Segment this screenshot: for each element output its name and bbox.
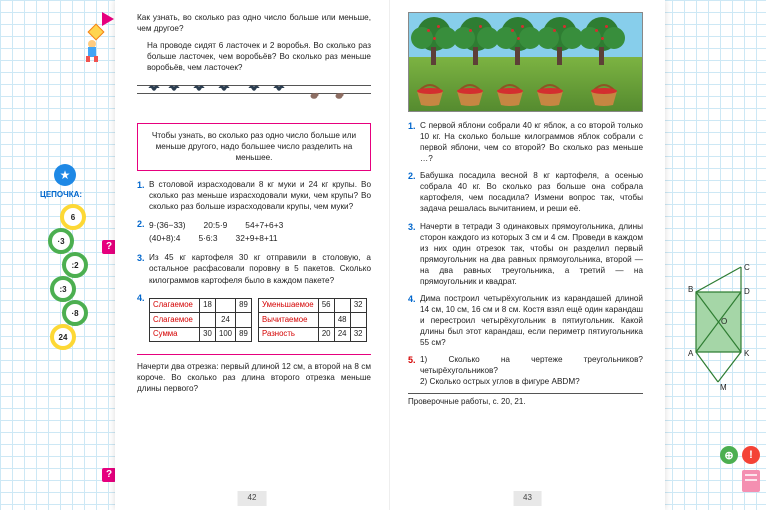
svg-text:D: D: [744, 287, 750, 296]
task-1: 1. В столовой израсходовали 8 кг муки и …: [137, 179, 371, 212]
right-margin: C B D O A K M ⊕ !: [666, 0, 766, 510]
divider: [408, 393, 643, 394]
task-r1: 1.С первой яблони собрали 40 кг яблок, а…: [408, 120, 643, 164]
table-b: Уменьшаемое5632 Вычитаемое48 Разность202…: [258, 298, 367, 343]
margin-icons: ⊕ !: [720, 446, 760, 492]
expr: (40+8):4: [149, 233, 180, 244]
question-icon: ?: [102, 468, 116, 482]
svg-text:A: A: [688, 349, 694, 358]
gear: :2: [62, 252, 88, 278]
task-5: Начерти два отрезка: первый длиной 12 см…: [137, 361, 371, 394]
globe-icon: ⊕: [720, 446, 738, 464]
task-number: 3.: [408, 221, 420, 287]
expr: 54+7+6+3: [245, 220, 283, 231]
chain-label: ЦЕПОЧКА:: [40, 190, 82, 199]
task-text: Бабушка посадила весной 8 кг картофеля, …: [420, 170, 643, 214]
page-number: 42: [238, 491, 267, 506]
task-r4: 4.Дима построил четырёхугольник из каран…: [408, 293, 643, 348]
task-r2: 2.Бабушка посадила весной 8 кг картофеля…: [408, 170, 643, 214]
svg-text:O: O: [721, 317, 727, 326]
task-r5: 5.1) Сколько на чертеже треугольников? ч…: [408, 354, 643, 387]
svg-text:K: K: [744, 349, 750, 358]
gear: 6: [60, 204, 86, 230]
gear: :3: [50, 276, 76, 302]
task-number: 2.: [408, 170, 420, 214]
question-icon: ?: [102, 240, 116, 254]
task-text: В столовой израсходовали 8 кг муки и 24 …: [149, 179, 371, 212]
child-icon: [78, 36, 106, 64]
task-text: Начерти в тетради 3 одинаковых прямоугол…: [420, 221, 643, 287]
task-number: 5.: [408, 354, 420, 387]
divider: [137, 354, 371, 355]
page-43: 1.С первой яблони собрали 40 кг яблок, а…: [390, 0, 665, 510]
geometry-figure: C B D O A K M: [686, 262, 756, 402]
task-text: Из 45 кг картофеля 30 кг отправили в сто…: [149, 252, 371, 285]
book-spread: Как узнать, во сколько раз одно число бо…: [115, 0, 665, 510]
footer-ref: Проверочные работы, с. 20, 21.: [408, 397, 643, 408]
gear: 24: [50, 324, 76, 350]
gear: ·3: [48, 228, 74, 254]
intro-question: Как узнать, во сколько раз одно число бо…: [137, 12, 371, 34]
task-number: 2.: [137, 218, 149, 247]
expr: 20:5·9: [204, 220, 228, 231]
left-margin: ★ ЦЕПОЧКА: 6 ·3 :2 :3 ·8 24 ? ?: [0, 0, 115, 510]
task-number: 3.: [137, 252, 149, 285]
expr: 32+9+8+11: [236, 233, 278, 244]
task-number: 4.: [137, 292, 149, 349]
intro-problem: На проводе сидят 6 ласточек и 2 воробья.…: [137, 40, 371, 73]
exclaim-icon: !: [742, 446, 760, 464]
arrow-icon: [102, 12, 114, 26]
gear: ·8: [62, 300, 88, 326]
task-text: С первой яблони собрали 40 кг яблок, а с…: [420, 120, 643, 164]
task-3: 3. Из 45 кг картофеля 30 кг отправили в …: [137, 252, 371, 285]
birds-illustration: [137, 79, 371, 117]
task-4: 4. Слагаемое1889 Слагаемое24 Сумма301008…: [137, 292, 371, 349]
expr: 9·(36−33): [149, 220, 186, 231]
page-42: Как узнать, во сколько раз одно число бо…: [115, 0, 390, 510]
page-number: 43: [513, 491, 542, 506]
task-r3: 3.Начерти в тетради 3 одинаковых прямоуг…: [408, 221, 643, 287]
task-number: 1.: [137, 179, 149, 212]
orchard-illustration: [408, 12, 643, 112]
svg-text:B: B: [688, 285, 693, 294]
task-number: 1.: [408, 120, 420, 164]
table-a: Слагаемое1889 Слагаемое24 Сумма3010089: [149, 298, 252, 343]
expr: 5·6:3: [198, 233, 217, 244]
svg-text:M: M: [720, 383, 727, 392]
rule-box: Чтобы узнать, во сколько раз одно число …: [137, 123, 371, 170]
gear-chain: 6 ·3 :2 :3 ·8 24: [48, 204, 94, 348]
task-text: 1) Сколько на чертеже треугольников? чет…: [420, 354, 643, 387]
task-number: 4.: [408, 293, 420, 348]
bookmark-icon: [742, 470, 760, 492]
task-2: 2. 9·(36−33) 20:5·9 54+7+6+3 (40+8):4 5·6:3…: [137, 218, 371, 247]
svg-text:C: C: [744, 263, 750, 272]
star-badge-icon: ★: [54, 164, 76, 186]
task-text: Дима построил четырёхугольник из каранда…: [420, 293, 643, 348]
